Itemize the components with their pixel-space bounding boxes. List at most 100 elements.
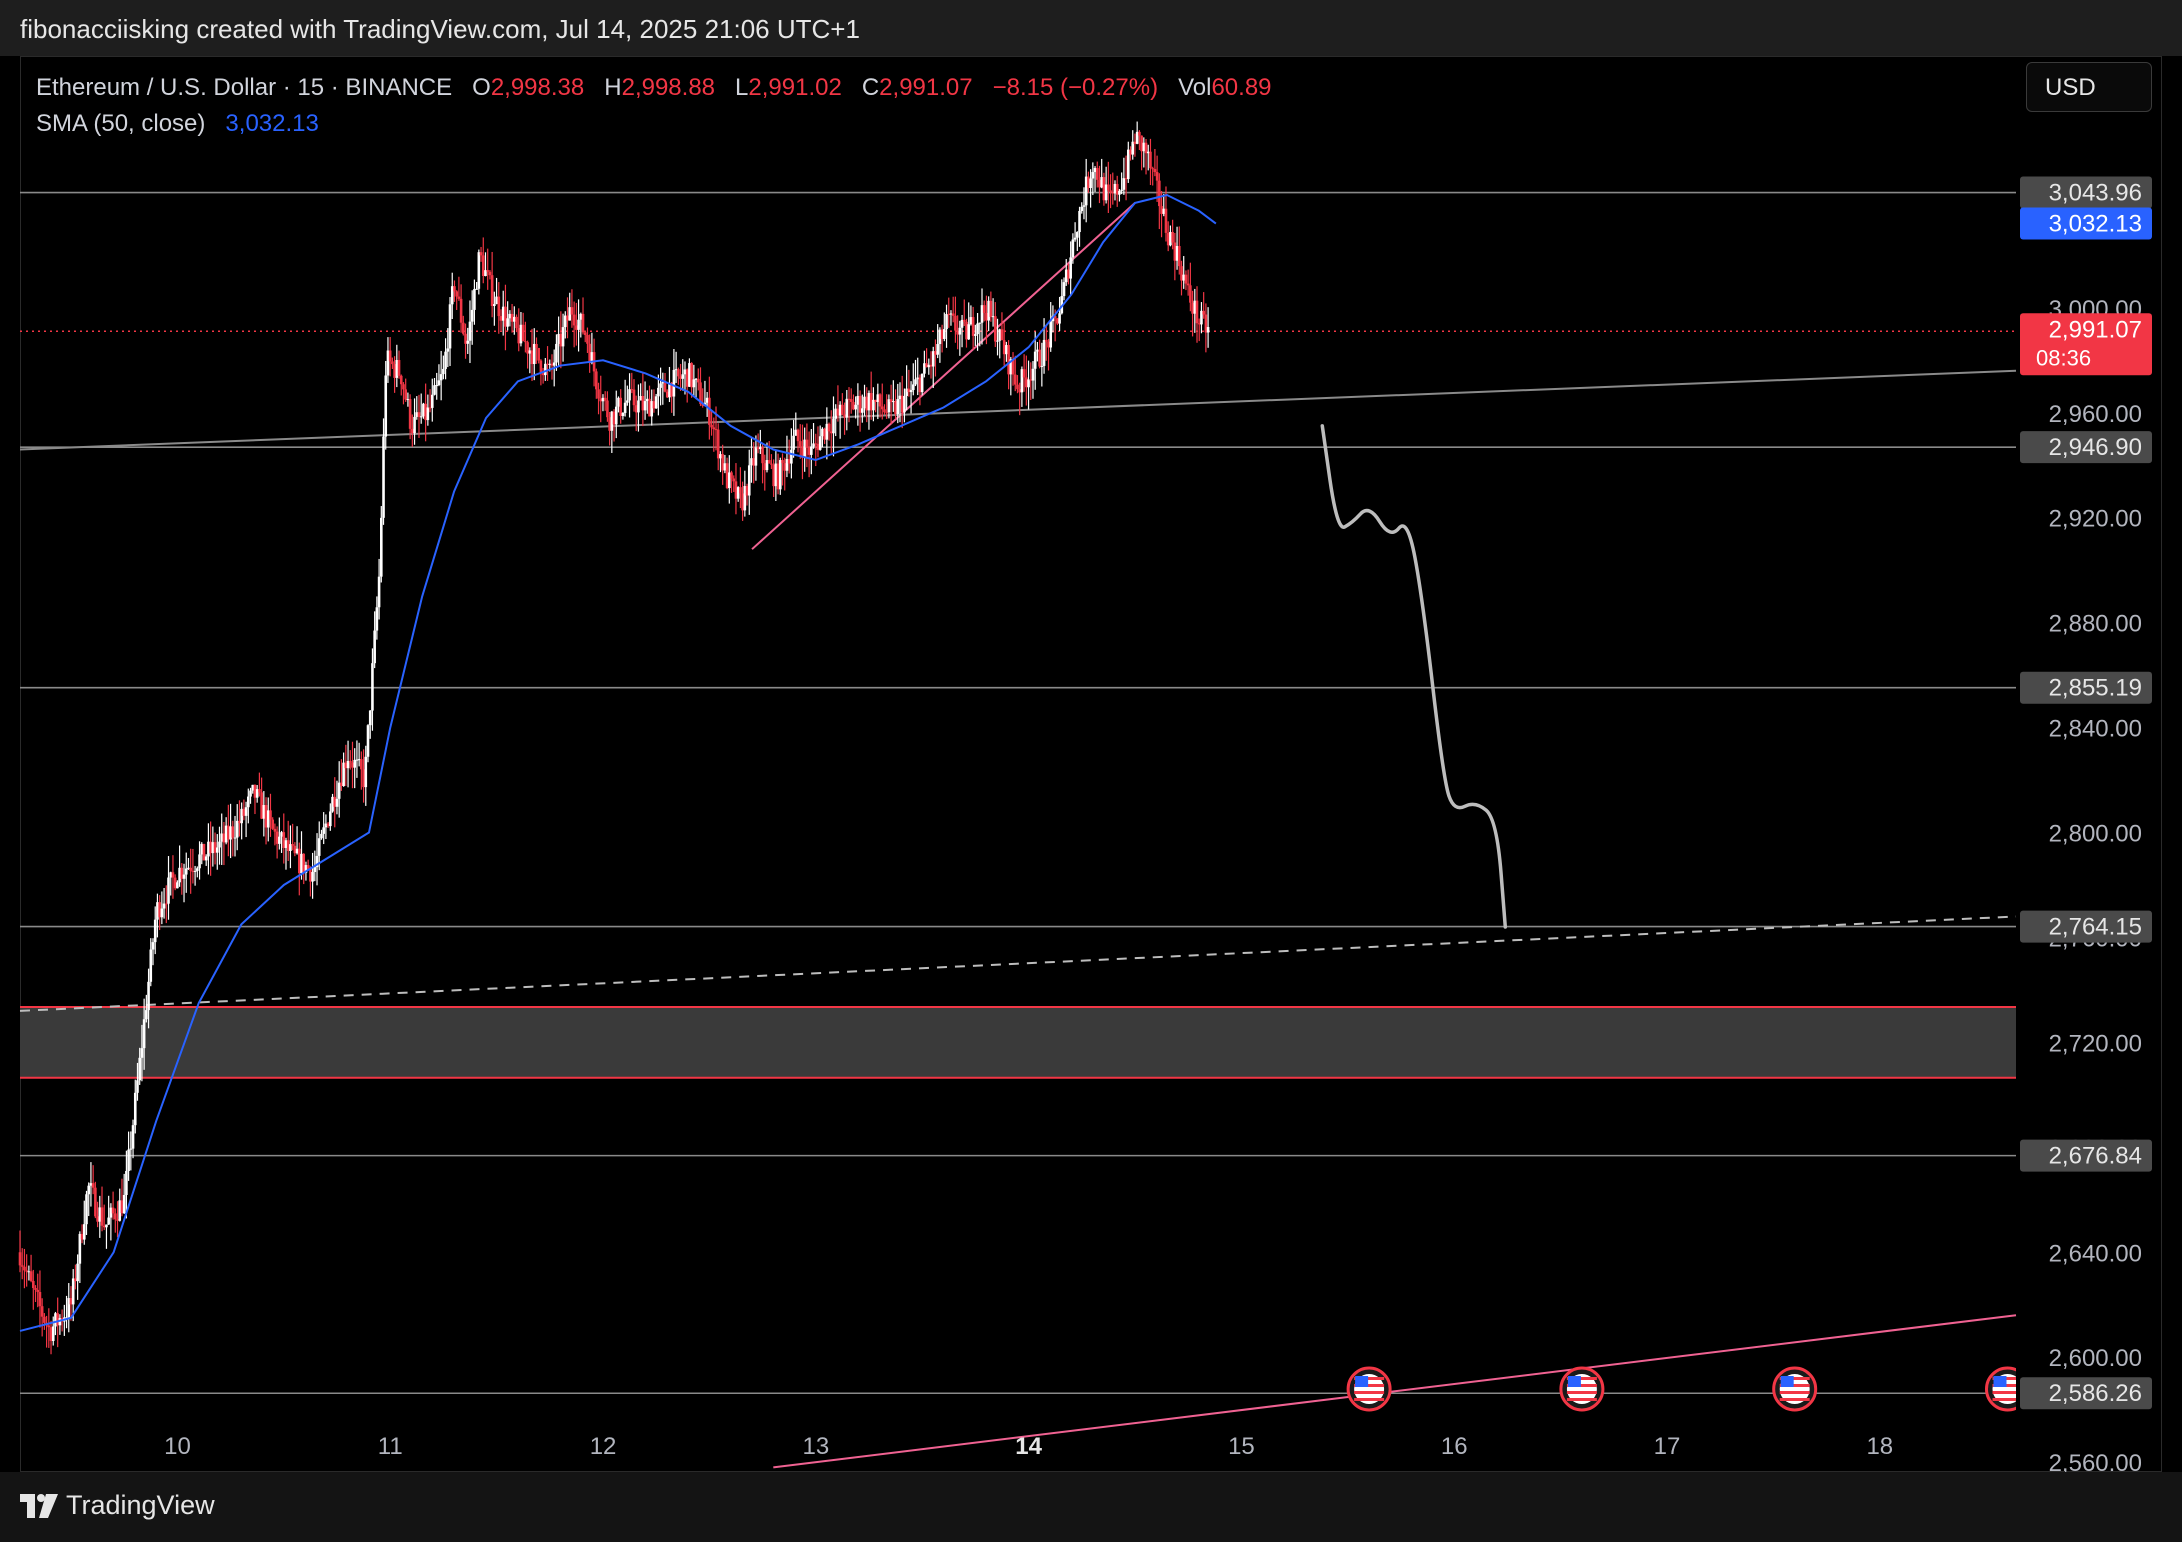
- candle-body-126: [297, 848, 301, 874]
- candle-body-441: [996, 340, 999, 342]
- candle-body-510: [1149, 151, 1152, 169]
- candle-body-204: [470, 309, 474, 322]
- candle-body-255: [583, 332, 587, 335]
- candle-body-275: [628, 389, 631, 401]
- sma-price-tag-text: 3,032.13: [2049, 211, 2142, 238]
- candle-body-243: [557, 333, 560, 344]
- candle-body-77: [189, 867, 192, 871]
- candle-body-3: [25, 1270, 28, 1272]
- candle-body-112: [266, 810, 270, 828]
- sma-line: [19, 193, 1217, 1332]
- event-flag-stripe-0-0: [1354, 1377, 1385, 1380]
- candle-body-214: [493, 304, 496, 307]
- trendline-3: [773, 1314, 2017, 1469]
- candle-body-475: [1071, 239, 1075, 258]
- candle-body-57: [145, 1010, 148, 1020]
- candle-body-269: [614, 406, 618, 425]
- candle-body-223: [513, 316, 516, 322]
- candle-body-460: [1038, 349, 1041, 367]
- candle-body-508: [1144, 142, 1148, 154]
- tradingview-logo-icon: [20, 1493, 58, 1518]
- candle-body-409: [925, 363, 928, 368]
- candle-body-5: [29, 1271, 33, 1281]
- candle-body-187: [433, 385, 436, 395]
- candle-body-153: [357, 759, 361, 761]
- candle-body-147: [344, 762, 348, 769]
- candle-body-522: [1175, 245, 1179, 261]
- candle-body-186: [430, 394, 434, 408]
- candle-body-82: [200, 843, 204, 855]
- candle-body-148: [346, 760, 350, 769]
- candle-body-279: [637, 400, 640, 413]
- candle-body-181: [419, 416, 423, 418]
- candle-body-47: [122, 1194, 126, 1214]
- candle-body-230: [528, 350, 532, 354]
- event-flag-stripe-3-3: [1992, 1398, 2016, 1401]
- candle-body-359: [814, 443, 818, 445]
- candle-body-4: [27, 1271, 31, 1273]
- candle-body-421: [951, 313, 955, 316]
- candle-body-171: [397, 360, 401, 376]
- candle-body-488: [1100, 177, 1103, 188]
- candle-body-519: [1169, 231, 1172, 246]
- candle-body-220: [506, 318, 509, 327]
- y-tick-label-6: 2,840.00: [2049, 716, 2142, 743]
- candle-body-29: [82, 1224, 86, 1240]
- candle-body-389: [880, 406, 884, 410]
- candle-body-430: [971, 317, 975, 336]
- candle-body-263: [601, 397, 605, 402]
- chart-frame[interactable]: [20, 56, 2162, 1472]
- candle-body-167: [388, 350, 392, 362]
- candle-body-377: [854, 404, 857, 410]
- event-flag-stripe-2-1: [1779, 1384, 1810, 1387]
- candle-body-143: [335, 798, 339, 807]
- candle-body-16: [54, 1313, 57, 1327]
- candle-body-196: [453, 286, 456, 292]
- zone-layer: [20, 1005, 2016, 1079]
- candle-body-231: [530, 350, 534, 365]
- events-layer: [1346, 1366, 2016, 1412]
- tradingview-logo[interactable]: TradingView: [20, 1490, 215, 1521]
- x-tick-label-5: 15: [1228, 1433, 1255, 1460]
- event-flag-stripe-3-2: [1992, 1391, 2016, 1394]
- candle-body-119: [282, 832, 286, 848]
- candle-body-22: [67, 1298, 71, 1318]
- candle-body-366: [829, 431, 833, 434]
- candle-body-530: [1193, 300, 1197, 314]
- candle-body-487: [1098, 179, 1101, 188]
- candle-body-387: [876, 394, 880, 403]
- candle-body-324: [736, 487, 740, 499]
- candle-body-98: [235, 820, 239, 838]
- candle-body-397: [898, 395, 902, 400]
- candle-body-190: [439, 374, 443, 381]
- candle-body-380: [861, 408, 864, 413]
- candle-body-56: [142, 1019, 146, 1049]
- candle-body-68: [169, 872, 173, 878]
- sma-label[interactable]: SMA (50, close): [36, 110, 206, 137]
- candle-body-393: [889, 399, 893, 402]
- candle-body-27: [78, 1233, 82, 1264]
- event-flag-stripe-2-0: [1779, 1377, 1810, 1380]
- candle-body-225: [517, 328, 521, 344]
- candle-body-374: [847, 398, 851, 400]
- currency-button[interactable]: USD: [2026, 62, 2152, 112]
- candle-body-24: [71, 1278, 75, 1305]
- candle-body-407: [920, 373, 924, 393]
- candle-body-102: [244, 807, 248, 816]
- candle-body-527: [1186, 283, 1190, 286]
- symbol-label[interactable]: Ethereum / U.S. Dollar · 15 · BINANCE: [36, 74, 453, 101]
- candle-body-74: [182, 874, 186, 879]
- candle-body-280: [639, 395, 642, 401]
- candle-body-289: [659, 383, 662, 388]
- candle-body-294: [670, 382, 673, 397]
- candle-body-209: [481, 255, 485, 276]
- candle-body-246: [563, 315, 567, 328]
- candle-body-266: [608, 417, 611, 431]
- candle-body-199: [459, 298, 463, 323]
- candle-body-454: [1025, 377, 1028, 388]
- candle-body-408: [923, 363, 926, 374]
- candle-body-125: [295, 848, 299, 854]
- candle-body-394: [892, 401, 895, 403]
- candle-body-44: [116, 1219, 119, 1221]
